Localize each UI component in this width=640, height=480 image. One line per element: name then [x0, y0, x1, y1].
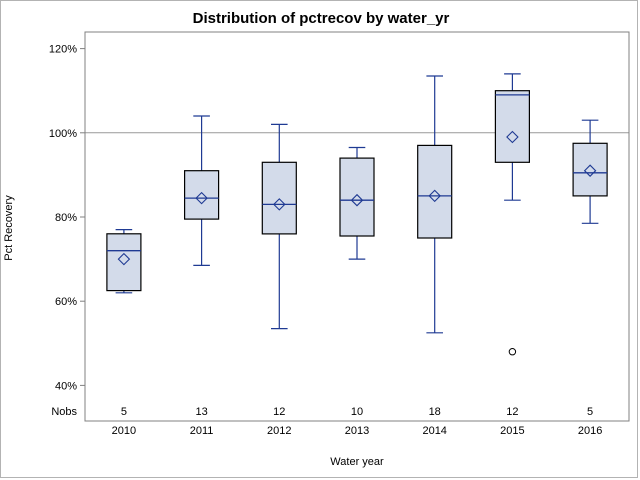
svg-text:Nobs: Nobs [51, 406, 77, 418]
svg-text:5: 5 [121, 406, 127, 418]
svg-text:2013: 2013 [345, 425, 369, 437]
svg-text:2010: 2010 [112, 425, 136, 437]
svg-text:10: 10 [351, 406, 363, 418]
svg-text:18: 18 [429, 406, 441, 418]
svg-text:12: 12 [273, 406, 285, 418]
svg-text:2015: 2015 [500, 425, 524, 437]
svg-text:80%: 80% [55, 212, 77, 224]
svg-text:120%: 120% [49, 44, 77, 56]
svg-text:2016: 2016 [578, 425, 602, 437]
svg-text:13: 13 [195, 406, 207, 418]
svg-text:40%: 40% [55, 380, 77, 392]
svg-text:5: 5 [587, 406, 593, 418]
svg-text:12: 12 [506, 406, 518, 418]
svg-text:2012: 2012 [267, 425, 291, 437]
svg-text:2011: 2011 [190, 425, 214, 437]
svg-text:60%: 60% [55, 296, 77, 308]
svg-text:100%: 100% [49, 128, 77, 140]
svg-text:2014: 2014 [422, 425, 446, 437]
